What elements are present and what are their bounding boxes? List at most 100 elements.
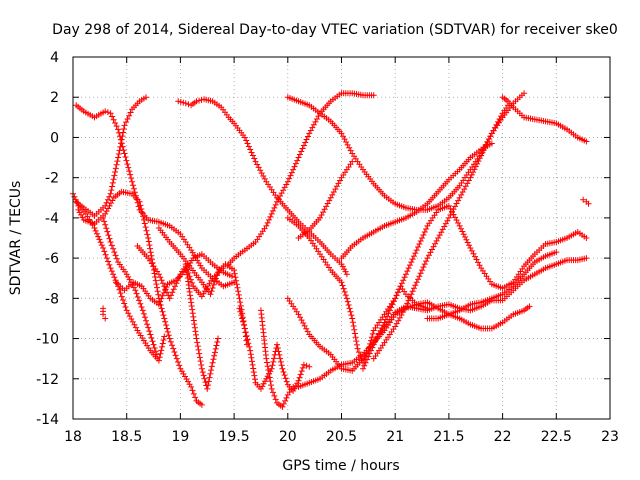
data-point: [196, 97, 203, 104]
data-point: [103, 208, 110, 215]
data-point: [423, 225, 430, 232]
data-point: [232, 274, 239, 281]
data-point: [189, 279, 196, 286]
data-point: [346, 144, 353, 151]
data-point: [109, 183, 116, 190]
data-point: [466, 242, 473, 249]
data-point: [237, 308, 244, 315]
data-point: [302, 139, 309, 146]
data-point: [214, 335, 221, 342]
data-point: [125, 310, 132, 317]
data-point: [196, 350, 203, 357]
data-point: [109, 113, 116, 120]
data-point: [408, 259, 415, 266]
grid: [73, 57, 610, 419]
data-point: [343, 139, 350, 146]
data-point: [413, 279, 420, 286]
data-point: [251, 155, 258, 162]
data-point: [372, 338, 379, 345]
y-tick-label: -2: [45, 171, 59, 187]
data-point: [105, 232, 112, 239]
data-point: [107, 239, 114, 246]
data-point: [306, 130, 313, 137]
data-point: [288, 169, 295, 176]
data-point: [476, 262, 483, 269]
data-point: [343, 271, 350, 278]
data-point: [444, 217, 451, 224]
data-point: [476, 155, 483, 162]
data-point: [277, 358, 284, 365]
y-tick-label: -6: [45, 251, 59, 267]
x-axis-label: GPS time / hours: [282, 458, 399, 474]
data-point: [296, 374, 303, 381]
data-point: [129, 318, 136, 325]
data-point: [397, 283, 404, 290]
data-point: [344, 141, 351, 148]
data-point: [315, 113, 322, 120]
data-point: [162, 286, 169, 293]
data-point: [111, 249, 118, 256]
data-point: [156, 354, 163, 361]
data-point: [279, 403, 286, 410]
data-point: [193, 335, 200, 342]
data-point: [112, 169, 119, 176]
data-point: [211, 349, 218, 356]
data-point: [260, 380, 267, 387]
data-point: [483, 141, 490, 148]
data-point: [214, 339, 221, 346]
data-point: [97, 239, 104, 246]
series-track-j: [182, 261, 221, 392]
data-point: [129, 178, 136, 185]
data-point: [207, 291, 214, 298]
axis-ticks: [72, 56, 611, 420]
data-point: [368, 347, 375, 354]
data-point: [107, 200, 114, 207]
data-point: [269, 362, 276, 369]
data-point: [140, 216, 147, 223]
data-point: [279, 365, 286, 372]
data-point: [439, 226, 446, 233]
data-point: [553, 249, 560, 256]
data-point: [412, 282, 419, 289]
data-point: [259, 383, 266, 390]
data-point: [235, 291, 242, 298]
data-point: [257, 167, 264, 174]
x-tick-label: 19: [171, 429, 189, 445]
data-point: [243, 332, 250, 339]
data-point: [158, 347, 165, 354]
data-point: [110, 116, 117, 123]
y-tick-label: -4: [45, 211, 59, 227]
data-point: [341, 288, 348, 295]
data-point: [202, 379, 209, 386]
y-tick-label: -8: [45, 291, 59, 307]
data-point: [249, 358, 255, 365]
data-point: [107, 190, 114, 197]
data-point: [211, 352, 218, 359]
data-point: [123, 271, 130, 278]
data-point: [370, 92, 377, 99]
data-point: [96, 236, 103, 243]
data-point: [93, 230, 100, 237]
data-point: [124, 161, 131, 168]
data-point: [163, 325, 170, 332]
x-tick-label: 23: [601, 429, 619, 445]
data-point: [409, 288, 416, 295]
data-point: [244, 140, 251, 147]
data-point: [270, 355, 277, 362]
data-point: [263, 375, 270, 382]
data-point: [357, 352, 364, 359]
data-point: [153, 351, 160, 358]
data-point: [298, 148, 305, 155]
data-point: [102, 221, 109, 228]
data-point: [404, 300, 411, 307]
data-point: [368, 337, 375, 344]
data-point: [282, 375, 289, 382]
data-point: [104, 109, 111, 116]
data-point: [424, 305, 431, 312]
y-tick-label: 2: [50, 90, 59, 106]
data-point: [153, 281, 160, 288]
data-point: [370, 341, 377, 348]
data-point: [271, 392, 278, 399]
data-point: [388, 304, 395, 311]
